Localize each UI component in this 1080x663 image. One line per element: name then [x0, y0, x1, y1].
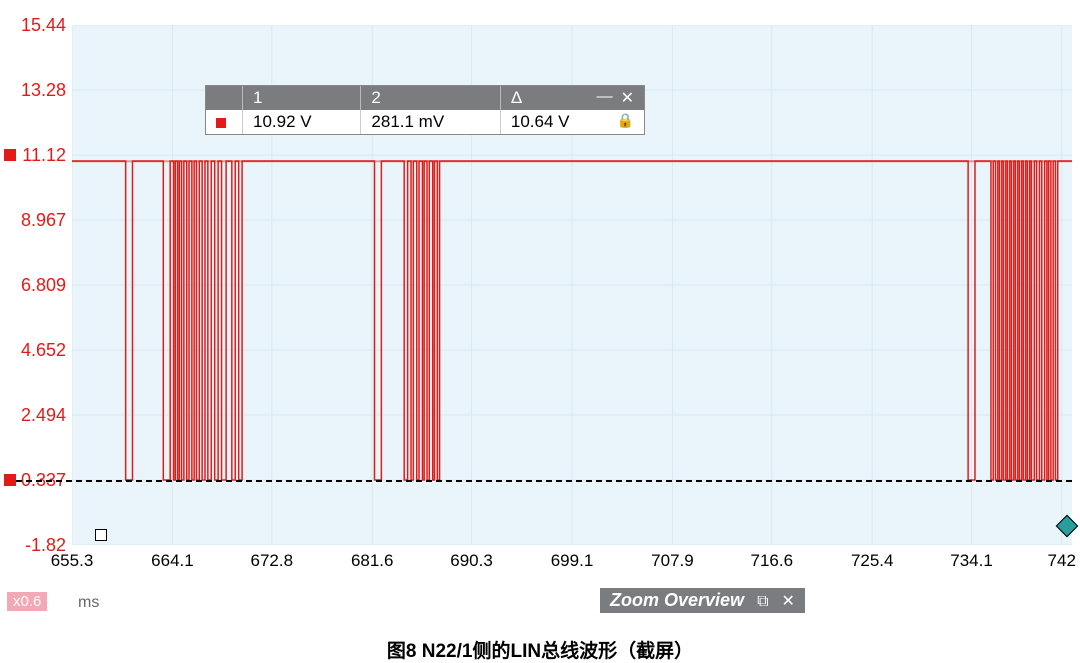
measurement-panel[interactable]: 1 2 Δ ✕ — 10.92 V 281.1 mV 10.64 V 🔒 — [205, 85, 645, 135]
y-tick-label: 8.967 — [6, 210, 66, 231]
col-delta-header: Δ ✕ — — [500, 86, 644, 110]
y-tick-label: 13.28 — [6, 80, 66, 101]
minimize-icon[interactable]: — — [597, 88, 613, 106]
value-1: 10.92 V — [243, 110, 361, 134]
cursor-marker-high[interactable] — [4, 149, 16, 161]
close-icon[interactable]: ✕ — [621, 88, 634, 108]
x-tick-label: 681.6 — [351, 551, 394, 571]
y-tick-label: 2.494 — [6, 405, 66, 426]
cursor-line — [6, 480, 1072, 482]
x-tick-label: 672.8 — [250, 551, 293, 571]
x-tick-label: 734.1 — [950, 551, 993, 571]
x-tick-label: 655.3 — [51, 551, 94, 571]
x-tick-label: 725.4 — [851, 551, 894, 571]
figure-caption: 图8 N22/1侧的LIN总线波形（截屏） — [0, 636, 1080, 663]
x-tick-label: 707.9 — [651, 551, 694, 571]
col-2-header: 2 — [361, 86, 500, 110]
y-tick-label: 4.652 — [6, 340, 66, 361]
detach-icon[interactable]: ⧉ — [757, 593, 768, 610]
channel-color-icon — [216, 118, 226, 128]
x-tick-label: 699.1 — [551, 551, 594, 571]
close-icon[interactable]: ✕ — [782, 593, 795, 610]
time-unit-label: ms — [78, 594, 99, 612]
value-delta: 10.64 V 🔒 — [500, 110, 644, 134]
zoom-overview-button[interactable]: Zoom Overview ⧉ ✕ — [600, 588, 805, 613]
y-tick-label: 6.809 — [6, 275, 66, 296]
y-tick-label: 15.44 — [6, 15, 66, 36]
cursor-marker-low[interactable] — [4, 474, 16, 486]
col-1-header: 1 — [243, 86, 361, 110]
lock-icon[interactable]: 🔒 — [617, 112, 634, 129]
x-tick-label: 664.1 — [151, 551, 194, 571]
marker-square[interactable] — [95, 529, 107, 541]
x-tick-label: 742 — [1048, 551, 1076, 571]
zoom-factor-badge[interactable]: x0.6 — [7, 592, 47, 611]
x-tick-label: 716.6 — [750, 551, 793, 571]
value-2: 281.1 mV — [361, 110, 500, 134]
x-tick-label: 690.3 — [450, 551, 493, 571]
